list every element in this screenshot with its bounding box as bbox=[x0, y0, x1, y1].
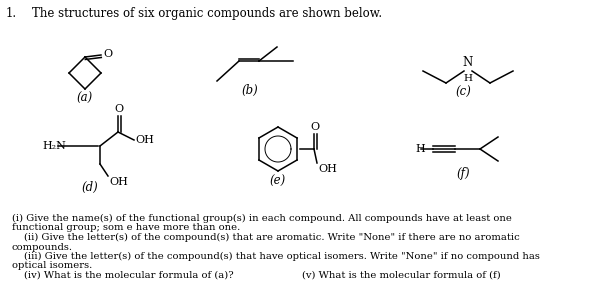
Text: N: N bbox=[463, 56, 473, 69]
Text: H: H bbox=[464, 74, 473, 83]
Text: O: O bbox=[310, 122, 320, 132]
Text: (iii) Give the letter(s) of the compound(s) that have optical isomers. Write "No: (iii) Give the letter(s) of the compound… bbox=[24, 252, 540, 261]
Text: (ii) Give the letter(s) of the compound(s) that are aromatic. Write "None" if th: (ii) Give the letter(s) of the compound(… bbox=[24, 233, 520, 242]
Text: functional group; som e have more than one.: functional group; som e have more than o… bbox=[12, 224, 240, 232]
Text: 1.: 1. bbox=[6, 7, 17, 20]
Text: (a): (a) bbox=[77, 92, 93, 105]
Text: (i) Give the name(s) of the functional group(s) in each compound. All compounds : (i) Give the name(s) of the functional g… bbox=[12, 214, 512, 223]
Text: (e): (e) bbox=[270, 175, 286, 188]
Text: (f): (f) bbox=[456, 167, 470, 180]
Text: (v) What is the molecular formula of (f): (v) What is the molecular formula of (f) bbox=[302, 271, 501, 280]
Text: (b): (b) bbox=[242, 84, 258, 97]
Text: H: H bbox=[415, 144, 425, 154]
Text: OH: OH bbox=[109, 177, 128, 187]
Text: OH: OH bbox=[318, 164, 337, 174]
Text: OH: OH bbox=[135, 135, 154, 145]
Text: compounds.: compounds. bbox=[12, 243, 73, 252]
Text: H₂N: H₂N bbox=[42, 141, 66, 151]
Text: (d): (d) bbox=[81, 181, 99, 194]
Text: (c): (c) bbox=[455, 86, 471, 99]
Text: (iv) What is the molecular formula of (a)?: (iv) What is the molecular formula of (a… bbox=[24, 271, 234, 280]
Text: optical isomers.: optical isomers. bbox=[12, 262, 92, 271]
Text: O: O bbox=[114, 104, 123, 114]
Text: O: O bbox=[103, 49, 112, 59]
Text: The structures of six organic compounds are shown below.: The structures of six organic compounds … bbox=[32, 7, 382, 20]
